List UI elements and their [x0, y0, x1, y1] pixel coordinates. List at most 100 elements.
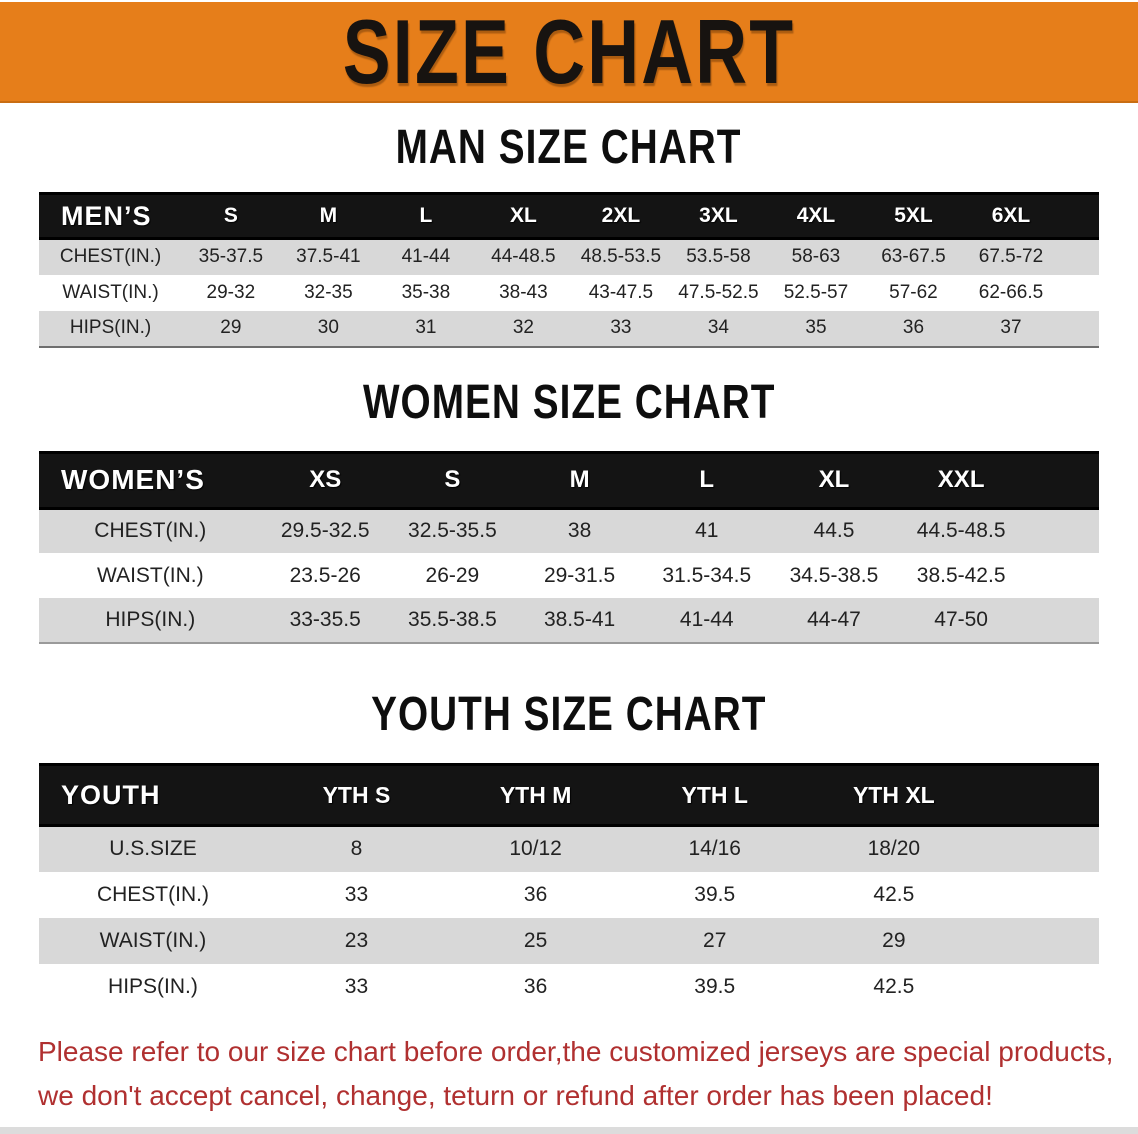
size-value-cell: 38.5-41 — [543, 608, 616, 631]
row-label: CHEST(IN.) — [59, 246, 162, 268]
size-value-cell: 35 — [805, 317, 827, 338]
size-value-cell: 33-35.5 — [289, 608, 361, 631]
row-label: HIPS(IN.) — [69, 317, 152, 338]
size-value-cell: 44.5 — [813, 519, 855, 543]
order-policy-line-1: Please refer to our size chart before or… — [38, 1035, 1114, 1067]
women-size-section: WOMEN SIZE CHART WOMEN’S XS S M L XL XXL CHEST(… — [0, 348, 1138, 644]
size-table-header-row: MEN’S S M L XL 2XL 3XL 4XL 5XL 6XL — [39, 192, 1099, 240]
row-filler-cell — [1060, 311, 1099, 347]
size-value-cell: 44-47 — [807, 608, 861, 631]
size-value-cell: 39.5 — [694, 882, 736, 906]
row-filler-cell — [1060, 275, 1099, 311]
size-value-cell: 29 — [220, 317, 242, 338]
size-value-cell: 35.5-38.5 — [408, 608, 497, 631]
row-label: U.S.SIZE — [109, 837, 197, 861]
size-value-cell: 33 — [344, 974, 369, 998]
size-value-cell: 39.5 — [694, 974, 736, 998]
size-value-cell: 44.5-48.5 — [916, 519, 1006, 543]
size-value-cell: 14/16 — [688, 837, 741, 861]
table-row: CHEST(IN.) 29.5-32.5 32.5-35.5 38 41 44.5 44.5… — [39, 508, 1099, 553]
size-value-cell: 32-35 — [304, 281, 353, 303]
size-value-cell: 31.5-34.5 — [662, 563, 752, 587]
size-value-cell: 35-38 — [401, 281, 451, 303]
women-section-title: WOMEN SIZE CHART — [0, 348, 1138, 451]
row-label: HIPS(IN.) — [108, 974, 198, 998]
row-label: WAIST(IN.) — [97, 563, 204, 587]
row-filler-cell — [983, 872, 1099, 918]
size-column-header: YTH XL — [804, 763, 984, 827]
table-corner-label: YOUTH — [39, 763, 267, 827]
row-label: CHEST(IN.) — [96, 882, 209, 906]
men-section-title-text: MAN SIZE CHART — [396, 120, 742, 175]
size-table-header-row: WOMEN’S XS S M L XL XXL — [39, 450, 1099, 510]
header-filler-cell — [1024, 450, 1099, 510]
row-filler-cell — [1025, 508, 1099, 553]
size-value-cell: 35-37.5 — [198, 246, 264, 268]
size-value-cell: 41 — [695, 519, 719, 543]
table-corner-label: WOMEN’S — [39, 450, 262, 510]
size-column-header: XL — [474, 192, 573, 240]
table-row: HIPS(IN.) 29 30 31 32 33 34 35 36 37 — [39, 310, 1099, 347]
size-value-cell: 37.5-41 — [296, 246, 361, 268]
table-row: WAIST(IN.) 29-32 32-35 35-38 38-43 43-47.5 47.… — [39, 274, 1099, 311]
size-column-header: YTH S — [266, 763, 447, 827]
men-size-section: MAN SIZE CHART MEN’S S M L XL 2XL 3XL 4XL 5XL 6XL… — [0, 103, 1138, 348]
women-size-table: WOMEN’S XS S M L XL XXL CHEST(IN.) 29.5-32.5 32.5… — [39, 450, 1099, 644]
size-column-header: 6XL — [962, 192, 1060, 240]
size-value-cell: 42.5 — [873, 882, 915, 906]
table-corner-label: MEN’S — [39, 192, 183, 240]
size-column-header: M — [279, 192, 378, 240]
size-value-cell: 29.5-32.5 — [280, 519, 370, 543]
size-value-cell: 23.5-26 — [289, 563, 361, 587]
size-value-cell: 36 — [902, 317, 925, 338]
size-column-header: 2XL — [572, 192, 670, 240]
size-value-cell: 42.5 — [873, 974, 915, 998]
size-value-cell: 32 — [512, 317, 534, 338]
row-label: CHEST(IN.) — [94, 519, 207, 543]
order-policy-line-2: we don't accept cancel, change, teturn o… — [38, 1080, 993, 1112]
row-label: WAIST(IN.) — [62, 281, 159, 303]
size-value-cell: 44-48.5 — [491, 246, 556, 268]
size-value-cell: 43-47.5 — [588, 281, 654, 303]
youth-size-section: YOUTH SIZE CHART YOUTH YTH S YTH M YTH L YTH… — [0, 644, 1138, 1010]
size-column-header: L — [643, 450, 771, 510]
size-value-cell: 25 — [523, 928, 548, 952]
size-column-header: S — [182, 192, 280, 240]
size-value-cell: 63-67.5 — [881, 246, 946, 268]
table-row: WAIST(IN.) 23.5-26 26-29 29-31.5 31.5-34.5 34… — [39, 553, 1099, 598]
table-row: CHEST(IN.) 35-37.5 37.5-41 41-44 44-48.5 48.5… — [39, 238, 1099, 275]
size-value-cell: 31 — [415, 317, 437, 338]
size-value-cell: 41-44 — [679, 608, 734, 631]
table-row: WAIST(IN.) 23 25 27 29 — [39, 917, 1099, 964]
size-value-cell: 38-43 — [499, 281, 548, 303]
size-value-cell: 67.5-72 — [978, 246, 1044, 268]
men-section-title: MAN SIZE CHART — [0, 103, 1138, 192]
order-policy-note: Please refer to our size chart before or… — [0, 1030, 1138, 1120]
size-column-header: YTH M — [446, 763, 626, 827]
size-value-cell: 38.5-42.5 — [916, 563, 1006, 587]
size-value-cell: 36 — [523, 882, 548, 906]
table-row: U.S.SIZE 8 10/12 14/16 18/20 — [39, 825, 1099, 872]
size-column-header: XS — [261, 450, 389, 510]
size-column-header: S — [388, 450, 516, 510]
row-filler-cell — [983, 964, 1099, 1010]
table-row: HIPS(IN.) 33 36 39.5 42.5 — [39, 963, 1099, 1010]
size-value-cell: 57-62 — [889, 281, 938, 303]
table-row: CHEST(IN.) 33 36 39.5 42.5 — [39, 871, 1099, 918]
size-column-header: 5XL — [864, 192, 963, 240]
size-value-cell: 27 — [703, 928, 727, 952]
size-value-cell: 37 — [1000, 317, 1022, 338]
table-row: HIPS(IN.) 33-35.5 35.5-38.5 38.5-41 41-44 44-… — [39, 598, 1099, 643]
size-table-header-row: YOUTH YTH S YTH M YTH L YTH XL — [39, 763, 1099, 827]
size-value-cell: 34.5-38.5 — [789, 563, 879, 587]
size-value-cell: 62-66.5 — [978, 281, 1044, 303]
size-value-cell: 38 — [567, 519, 592, 543]
row-label: HIPS(IN.) — [105, 608, 196, 631]
size-value-cell: 41-44 — [401, 246, 451, 268]
size-column-header: XXL — [897, 450, 1025, 510]
size-value-cell: 53.5-58 — [686, 246, 751, 268]
women-section-title-text: WOMEN SIZE CHART — [362, 375, 776, 430]
row-filler-cell — [1025, 598, 1099, 643]
row-filler-cell — [983, 918, 1099, 964]
size-value-cell: 10/12 — [509, 837, 562, 861]
